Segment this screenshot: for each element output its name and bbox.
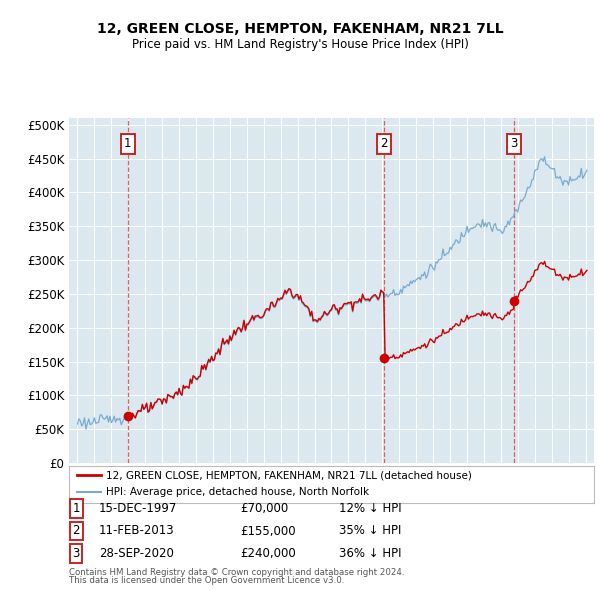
Text: Price paid vs. HM Land Registry's House Price Index (HPI): Price paid vs. HM Land Registry's House … [131,38,469,51]
Text: 3: 3 [510,137,517,150]
Text: 12% ↓ HPI: 12% ↓ HPI [339,502,401,515]
Text: 2: 2 [73,525,80,537]
Text: £70,000: £70,000 [240,502,288,515]
Text: 12, GREEN CLOSE, HEMPTON, FAKENHAM, NR21 7LL (detached house): 12, GREEN CLOSE, HEMPTON, FAKENHAM, NR21… [106,470,472,480]
Text: 11-FEB-2013: 11-FEB-2013 [99,525,175,537]
Text: 28-SEP-2020: 28-SEP-2020 [99,547,174,560]
Text: 35% ↓ HPI: 35% ↓ HPI [339,525,401,537]
Text: 12, GREEN CLOSE, HEMPTON, FAKENHAM, NR21 7LL: 12, GREEN CLOSE, HEMPTON, FAKENHAM, NR21… [97,22,503,37]
Text: 15-DEC-1997: 15-DEC-1997 [99,502,178,515]
Text: HPI: Average price, detached house, North Norfolk: HPI: Average price, detached house, Nort… [106,487,369,497]
Text: 1: 1 [124,137,131,150]
Text: 1: 1 [73,502,80,515]
Text: 2: 2 [380,137,388,150]
Text: £240,000: £240,000 [240,547,296,560]
Text: 3: 3 [73,547,80,560]
Text: This data is licensed under the Open Government Licence v3.0.: This data is licensed under the Open Gov… [69,576,344,585]
Text: 36% ↓ HPI: 36% ↓ HPI [339,547,401,560]
Text: Contains HM Land Registry data © Crown copyright and database right 2024.: Contains HM Land Registry data © Crown c… [69,568,404,577]
Text: £155,000: £155,000 [240,525,296,537]
